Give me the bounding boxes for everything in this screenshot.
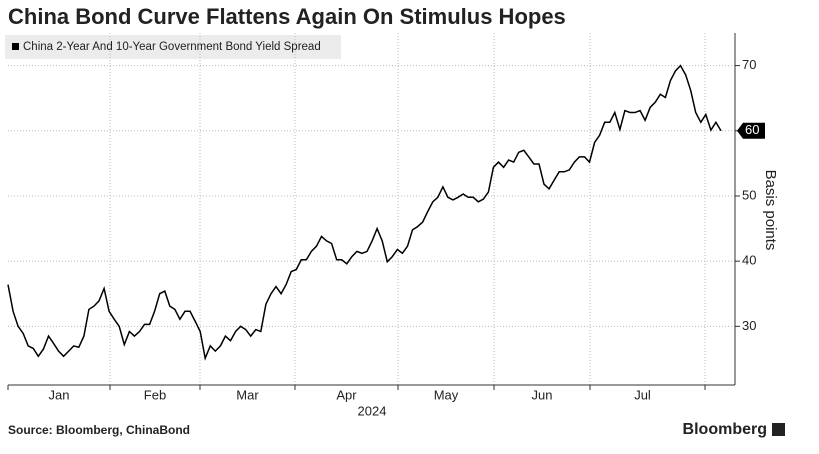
legend-swatch — [12, 43, 19, 50]
line-series — [7, 64, 722, 361]
y-tick-label: 70 — [742, 57, 756, 72]
y-tick-label: 30 — [742, 318, 756, 333]
x-tick-label: Feb — [144, 387, 166, 402]
x-tick-label: Apr — [336, 387, 357, 402]
x-tick-label: May — [434, 387, 459, 402]
x-tick-label: Jan — [49, 387, 70, 402]
last-value-box — [737, 122, 765, 139]
x-tick-label: Mar — [236, 387, 259, 402]
legend-box — [5, 35, 341, 59]
y-tick-label: 40 — [742, 253, 756, 268]
year-label: 2024 — [358, 403, 387, 418]
legend-label: China 2-Year And 10-Year Government Bond… — [23, 41, 321, 53]
chart-title: China Bond Curve Flattens Again On Stimu… — [8, 4, 566, 29]
source: Source: Bloomberg, ChinaBond — [8, 423, 190, 437]
brand-icon — [772, 423, 785, 436]
y-axis-label: Basis points — [762, 170, 779, 251]
y-tick-label: 50 — [742, 187, 756, 202]
last-value-label: 60 — [745, 122, 759, 137]
x-tick-label: Jul — [634, 387, 651, 402]
brand: Bloomberg — [683, 421, 767, 438]
x-tick-label: Jun — [532, 387, 553, 402]
